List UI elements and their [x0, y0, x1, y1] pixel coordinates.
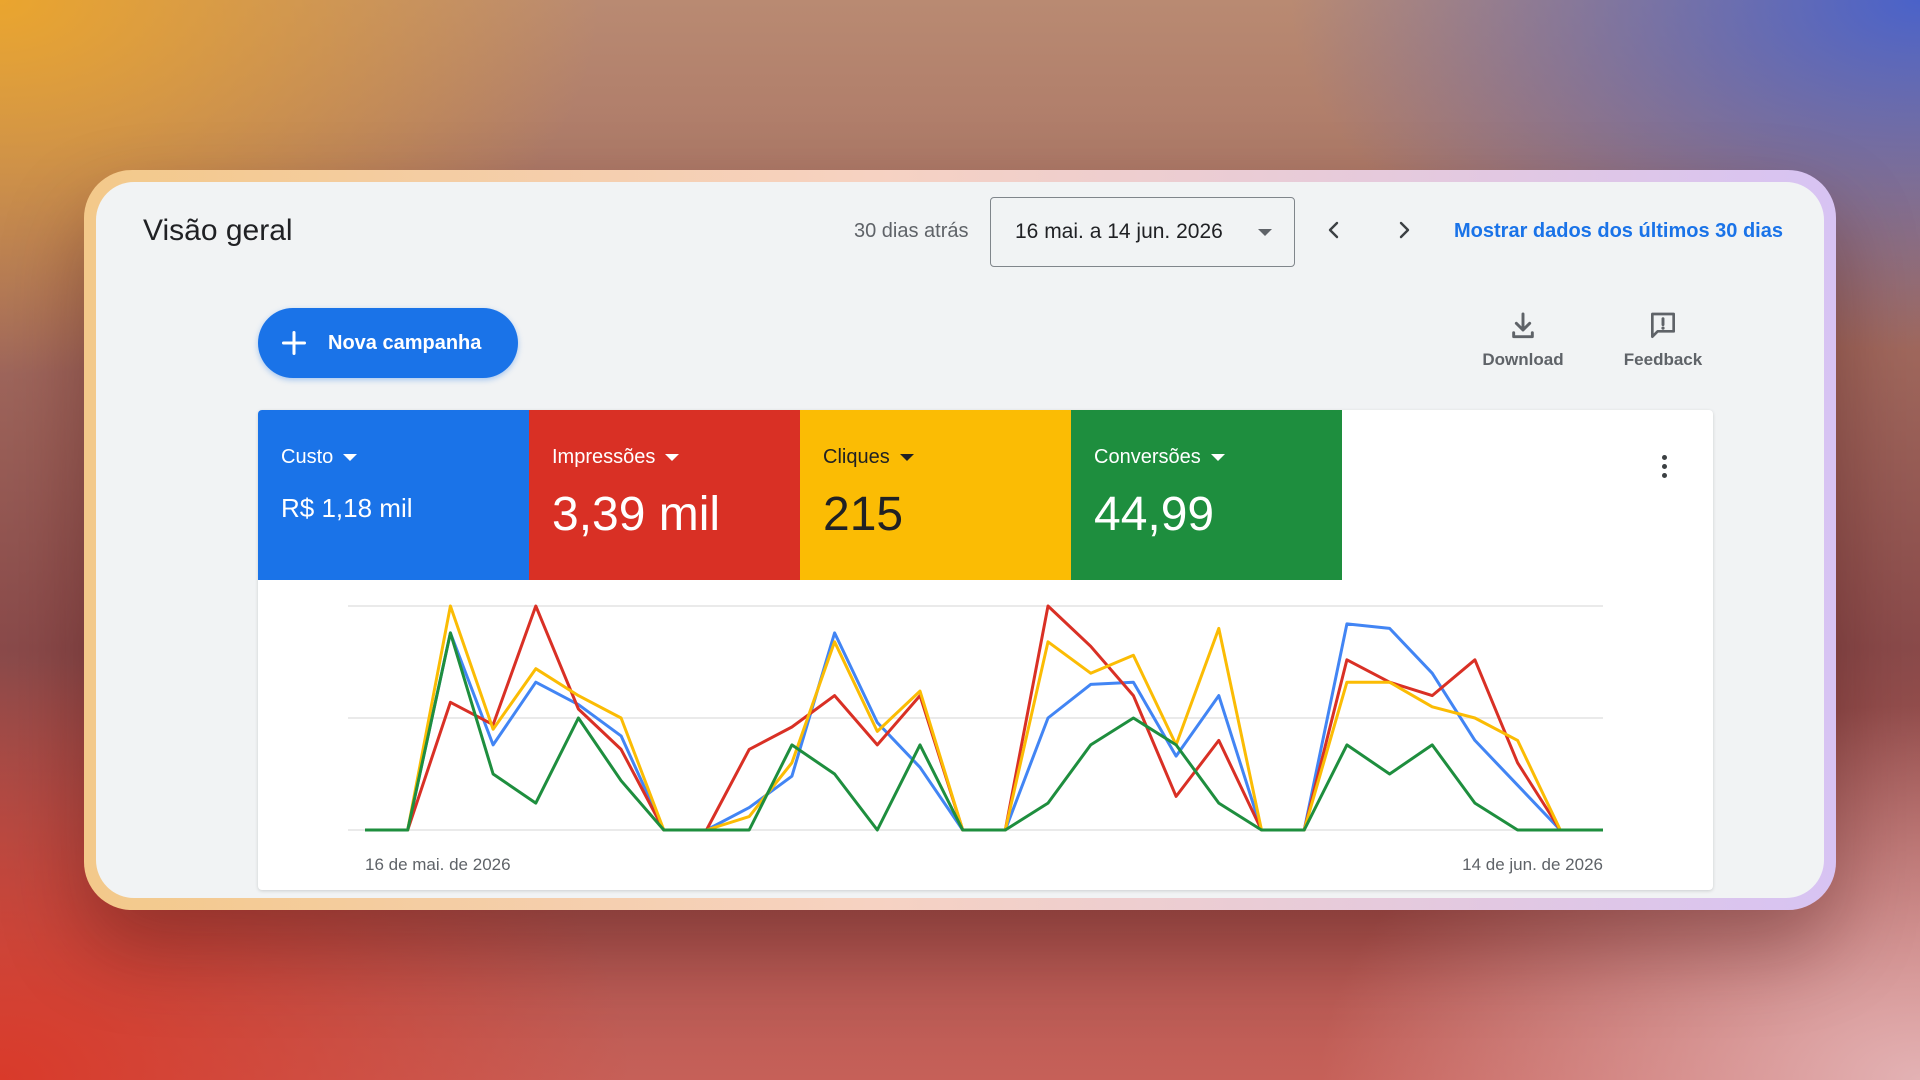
metric-clicks-label: Cliques — [823, 446, 890, 468]
page-title: Visão geral — [143, 214, 293, 247]
feedback-icon — [1651, 312, 1675, 338]
performance-card: Custo R$ 1,18 mil Impressões 3,39 mil Cl… — [258, 410, 1713, 890]
plus-icon — [281, 330, 307, 356]
chevron-right-icon — [1399, 221, 1410, 239]
more-options-button[interactable] — [1648, 446, 1680, 486]
show-last-30-days-link[interactable]: Mostrar dados dos últimos 30 dias — [1454, 220, 1783, 242]
series-line-4 — [365, 631, 1603, 832]
metric-conversions[interactable]: Conversões 44,99 — [1071, 410, 1342, 580]
feedback-label: Feedback — [1623, 350, 1703, 369]
download-button[interactable]: Download — [1468, 310, 1578, 380]
caret-down-icon — [343, 454, 358, 461]
date-range-select[interactable]: 16 mai. a 14 jun. 2026 — [990, 197, 1295, 267]
previous-period-button[interactable] — [1312, 208, 1356, 252]
metric-clicks[interactable]: Cliques 215 — [800, 410, 1071, 580]
download-label: Download — [1482, 350, 1564, 369]
metric-cost-label: Custo — [281, 446, 334, 468]
metric-cost[interactable]: Custo R$ 1,18 mil — [258, 410, 529, 580]
next-period-button[interactable] — [1382, 208, 1426, 252]
chart-series — [365, 604, 1603, 832]
chevron-down-icon — [1258, 229, 1272, 236]
metric-impressions-value: 3,39 mil — [552, 488, 721, 541]
series-line-1 — [365, 622, 1603, 832]
chart-grid — [348, 605, 1603, 831]
overview-window: Visão geral 30 dias atrás 16 mai. a 14 j… — [96, 182, 1824, 898]
feedback-button[interactable]: Feedback — [1608, 310, 1718, 380]
metric-conversions-label: Conversões — [1094, 446, 1201, 468]
download-icon — [1512, 312, 1534, 339]
caret-down-icon — [899, 454, 914, 461]
metric-clicks-value: 215 — [823, 488, 904, 541]
metric-impressions-label: Impressões — [552, 446, 656, 468]
x-axis-start-label: 16 de mai. de 2026 — [365, 855, 511, 874]
new-campaign-button[interactable]: Nova campanha — [258, 308, 518, 378]
range-caption: 30 dias atrás — [854, 220, 969, 242]
metric-conversions-value: 44,99 — [1094, 488, 1215, 541]
metric-cost-value: R$ 1,18 mil — [281, 493, 413, 523]
caret-down-icon — [665, 454, 680, 461]
new-campaign-label: Nova campanha — [328, 331, 482, 354]
date-range-value: 16 mai. a 14 jun. 2026 — [1015, 220, 1223, 243]
performance-chart: 16 de mai. de 2026 14 de jun. de 2026 — [348, 604, 1603, 874]
metric-impressions[interactable]: Impressões 3,39 mil — [529, 410, 800, 580]
caret-down-icon — [1210, 454, 1225, 461]
more-vert-icon — [1661, 454, 1667, 460]
x-axis-end-label: 14 de jun. de 2026 — [1462, 855, 1603, 874]
chevron-left-icon — [1328, 221, 1339, 239]
